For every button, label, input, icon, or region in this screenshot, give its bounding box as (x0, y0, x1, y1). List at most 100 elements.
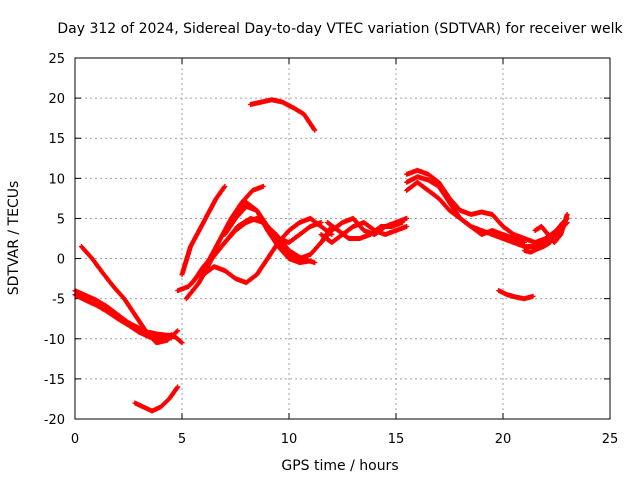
data-point (363, 229, 365, 232)
data-point (166, 339, 168, 341)
data-point (224, 185, 226, 187)
y-tick-label: 0 (57, 253, 65, 268)
data-point (224, 241, 226, 244)
data-point (553, 241, 555, 244)
data-point (123, 298, 125, 300)
data-point (85, 294, 87, 297)
data-point (416, 176, 418, 178)
data-point (348, 237, 350, 240)
data-point (160, 338, 162, 340)
data-point (151, 410, 153, 412)
data-point (326, 221, 329, 224)
data-point (331, 241, 333, 244)
data-point (532, 295, 534, 297)
data-point (566, 213, 568, 216)
y-tick-label: -20 (44, 413, 65, 428)
data-point (401, 221, 404, 224)
data-point (320, 241, 322, 244)
data-point (256, 217, 258, 220)
data-point (252, 189, 254, 191)
x-tick-label: 25 (602, 432, 619, 447)
data-point (459, 209, 461, 212)
data-point (502, 233, 504, 236)
x-tick-label: 10 (281, 432, 298, 447)
data-point (438, 181, 440, 183)
data-point (207, 213, 209, 216)
data-point (215, 197, 217, 199)
data-point (523, 298, 526, 300)
data-point (320, 225, 322, 228)
data-point (523, 245, 526, 248)
data-point (162, 334, 164, 336)
data-point (534, 241, 536, 244)
data-point (309, 260, 311, 262)
data-point (523, 237, 526, 240)
y-tick-label: 10 (48, 172, 65, 187)
y-tick-label: 25 (48, 52, 65, 67)
series-arc-5 (132, 384, 181, 414)
data-point (314, 129, 316, 131)
data-point (395, 229, 397, 232)
data-point (513, 241, 515, 244)
data-point (168, 334, 170, 337)
data-point (309, 225, 311, 228)
data-point (198, 282, 200, 284)
data-point (380, 225, 382, 228)
data-point (134, 314, 136, 316)
x-tick-label: 0 (71, 432, 79, 447)
data-point (320, 221, 322, 224)
data-points (72, 97, 570, 414)
y-tick-label: 20 (48, 92, 65, 107)
data-point (523, 249, 526, 252)
series-arc-10 (200, 215, 335, 286)
data-point (288, 253, 290, 256)
data-point (540, 225, 543, 228)
tick-labels: 0 5 10 15 20 25 -20 -15 -10 -5 0 5 10 15 20 25 (44, 52, 619, 447)
data-point (198, 229, 200, 232)
data-point (406, 225, 408, 228)
data-point (491, 229, 493, 232)
data-point (189, 245, 192, 248)
data-point (106, 306, 108, 308)
data-point (534, 229, 536, 232)
data-point (470, 225, 472, 228)
series-arc-13 (248, 97, 318, 133)
y-tick-label: 15 (48, 132, 65, 147)
data-point (337, 229, 339, 232)
series-arc-3 (78, 244, 181, 346)
data-point (224, 233, 226, 236)
data-point (406, 189, 408, 191)
data-point (145, 330, 147, 332)
y-tick-label: -15 (44, 373, 65, 388)
data-point (470, 213, 472, 216)
data-point (288, 241, 290, 244)
data-point (249, 103, 252, 106)
x-tick-label: 20 (495, 432, 512, 447)
data-point (502, 225, 504, 228)
y-tick-label: -5 (52, 293, 65, 308)
data-point (134, 402, 136, 404)
data-point (95, 299, 97, 301)
data-point (309, 253, 311, 256)
data-point (155, 333, 157, 335)
data-point (288, 249, 290, 252)
data-point (549, 241, 551, 244)
data-point (481, 211, 483, 213)
data-point (543, 245, 545, 248)
data-point (95, 304, 97, 306)
data-point (448, 209, 451, 212)
data-point (498, 290, 500, 292)
series-arc-7 (179, 183, 228, 278)
data-point (288, 229, 290, 232)
data-point (234, 217, 237, 220)
data-point (555, 229, 558, 232)
data-point (181, 274, 183, 276)
data-point (448, 201, 451, 203)
data-point (230, 217, 232, 220)
data-point (299, 257, 301, 260)
data-point (481, 233, 483, 236)
data-point (155, 342, 157, 344)
data-point (369, 233, 371, 236)
data-point (491, 233, 493, 236)
y-axis-label: SDTVAR / TECUs (6, 181, 22, 296)
